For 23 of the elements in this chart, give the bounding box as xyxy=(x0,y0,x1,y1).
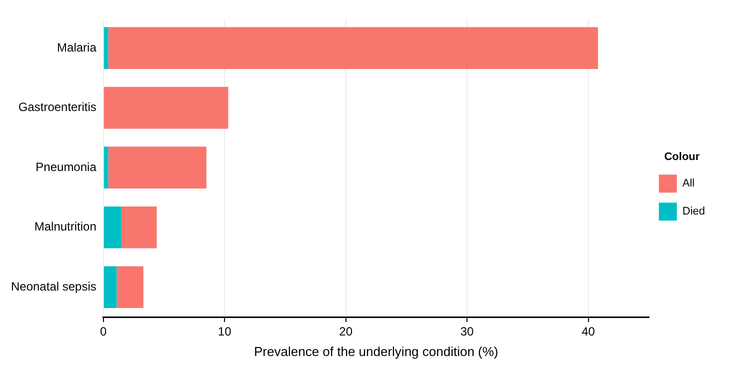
legend-title: Colour xyxy=(664,150,700,163)
legend-label: All xyxy=(682,178,695,190)
x-tick-label: 20 xyxy=(339,324,353,339)
bar xyxy=(104,206,122,248)
y-tick-label: Malaria xyxy=(57,40,97,54)
x-tick-label: 10 xyxy=(218,324,232,339)
bar xyxy=(108,146,206,189)
x-tick-label: 40 xyxy=(582,324,596,339)
x-axis-title: Prevalence of the underlying condition (%) xyxy=(254,344,498,359)
x-tick-label: 0 xyxy=(100,324,108,339)
bar xyxy=(122,206,157,248)
y-tick-label: Pneumonia xyxy=(36,160,97,174)
bar xyxy=(108,27,598,69)
legend-label: Died xyxy=(682,206,705,218)
y-tick-label: Malnutrition xyxy=(34,220,96,234)
bar xyxy=(104,266,117,308)
bar xyxy=(104,86,228,129)
bar xyxy=(104,27,108,69)
bar xyxy=(116,266,144,308)
bar xyxy=(104,146,108,189)
x-tick-label: 30 xyxy=(460,324,474,339)
y-tick-label: Gastroenteritis xyxy=(18,100,96,114)
y-tick-label: Neonatal sepsis xyxy=(10,279,96,294)
